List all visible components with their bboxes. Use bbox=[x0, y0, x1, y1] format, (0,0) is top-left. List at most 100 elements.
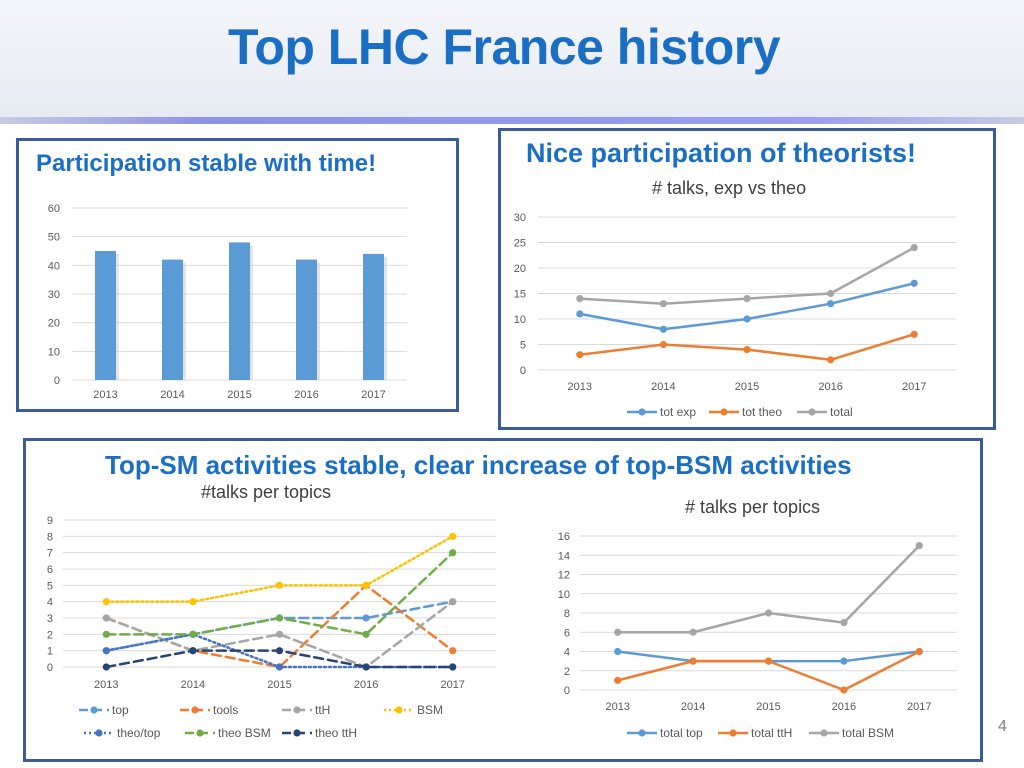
legend-label-tools: tools bbox=[213, 703, 238, 717]
data-point-total-tth bbox=[614, 676, 622, 684]
data-point-total bbox=[743, 295, 751, 303]
slide-title: Top LHC France history bbox=[227, 19, 781, 75]
page-number: 4 bbox=[998, 718, 1007, 735]
legend-marker-tth bbox=[293, 706, 301, 714]
topics-totals-chart-title: # talks per topics bbox=[685, 497, 821, 517]
data-point-tot-theo bbox=[827, 356, 835, 364]
participation-heading: Participation stable with time! bbox=[36, 150, 377, 177]
y-tick-label: 5 bbox=[520, 340, 526, 352]
data-point-tth bbox=[275, 630, 284, 638]
bar-2015 bbox=[229, 242, 250, 380]
legend-label-theo-top: theo/top bbox=[117, 726, 161, 740]
data-point-total bbox=[576, 295, 584, 303]
y-tick-label: 0 bbox=[54, 375, 60, 387]
data-point-total-top bbox=[840, 657, 848, 665]
y-tick-label: 10 bbox=[558, 589, 570, 601]
y-tick-label: 30 bbox=[514, 212, 526, 224]
legend-label-total: total bbox=[830, 405, 853, 419]
data-point-theo-bsm bbox=[449, 549, 457, 557]
y-tick-label: 60 bbox=[48, 203, 60, 215]
x-tick-label: 2015 bbox=[735, 381, 759, 393]
x-tick-label: 2016 bbox=[354, 679, 378, 691]
data-point-theo-tth bbox=[102, 663, 110, 671]
data-point-total-tth bbox=[689, 657, 697, 665]
legend-marker-total-bsm bbox=[820, 729, 828, 737]
y-tick-label: 16 bbox=[558, 531, 570, 543]
data-point-bsm bbox=[189, 598, 197, 606]
y-tick-label: 0 bbox=[47, 662, 53, 674]
data-point-total-bsm bbox=[689, 628, 697, 636]
y-tick-label: 20 bbox=[514, 263, 526, 275]
data-point-tot-exp bbox=[827, 300, 835, 308]
data-point-theo-bsm bbox=[189, 630, 197, 638]
data-point-tot-exp bbox=[743, 315, 751, 323]
legend-label-total-top: total top bbox=[660, 726, 703, 740]
x-tick-label: 2014 bbox=[160, 389, 184, 401]
legend-marker-theo-top bbox=[95, 729, 103, 737]
legend-label-total-bsm: total BSM bbox=[842, 726, 894, 740]
data-point-theo-bsm bbox=[362, 630, 370, 638]
legend-label-theo-tth: theo ttH bbox=[315, 726, 357, 740]
y-tick-label: 7 bbox=[47, 548, 53, 560]
legend-label-bsm: BSM bbox=[417, 703, 443, 717]
data-point-total-tth bbox=[915, 647, 923, 656]
data-point-bsm bbox=[362, 581, 370, 589]
bar-2017 bbox=[363, 253, 384, 380]
data-point-bsm bbox=[102, 598, 110, 606]
y-tick-label: 1 bbox=[47, 646, 53, 658]
data-point-theo-tth bbox=[449, 663, 457, 671]
data-point-total bbox=[659, 300, 668, 308]
series-line-total-bsm bbox=[616, 544, 921, 634]
y-tick-label: 2 bbox=[564, 666, 570, 678]
x-tick-label: 2015 bbox=[267, 679, 291, 691]
title-divider bbox=[0, 117, 1024, 124]
legend-marker-theo-bsm bbox=[196, 729, 204, 737]
theorists-panel bbox=[498, 128, 996, 430]
x-tick-label: 2013 bbox=[568, 381, 592, 393]
x-tick-label: 2016 bbox=[832, 701, 856, 713]
data-point-theo-bsm bbox=[102, 630, 110, 638]
legend-marker-top bbox=[90, 706, 98, 714]
data-point-tot-theo bbox=[576, 351, 584, 359]
topics-heading: Top-SM activities stable, clear increase… bbox=[105, 450, 852, 480]
y-tick-label: 0 bbox=[564, 685, 570, 697]
legend-marker-bsm bbox=[395, 706, 403, 714]
y-tick-label: 50 bbox=[48, 232, 60, 244]
exp-theo-chart-title: # talks, exp vs theo bbox=[652, 178, 807, 198]
data-point-total-top bbox=[614, 647, 622, 656]
y-tick-label: 4 bbox=[47, 597, 53, 609]
bar-2016 bbox=[296, 259, 317, 380]
data-point-total-bsm bbox=[764, 609, 773, 617]
data-point-theo-bsm bbox=[275, 614, 284, 622]
y-tick-label: 9 bbox=[47, 515, 53, 527]
y-tick-label: 3 bbox=[47, 613, 53, 625]
y-tick-label: 4 bbox=[564, 647, 570, 659]
data-point-tot-theo bbox=[659, 340, 668, 349]
legend-marker-theo-tth bbox=[293, 729, 301, 737]
data-point-theo-top bbox=[275, 663, 284, 671]
topics-chart-title: #talks per topics bbox=[201, 482, 332, 502]
legend-label-theo-bsm: theo BSM bbox=[218, 726, 271, 740]
legend-marker-total bbox=[808, 408, 816, 416]
data-point-bsm bbox=[275, 581, 284, 589]
x-tick-label: 2015 bbox=[227, 389, 251, 401]
data-point-tot-exp bbox=[910, 279, 918, 287]
x-tick-label: 2013 bbox=[605, 701, 629, 713]
x-tick-label: 2017 bbox=[440, 679, 464, 691]
data-point-total bbox=[910, 244, 918, 252]
y-tick-label: 8 bbox=[47, 531, 53, 543]
legend-marker-tot-exp bbox=[638, 408, 646, 416]
data-point-tools bbox=[449, 647, 457, 655]
x-tick-label: 2016 bbox=[818, 381, 842, 393]
y-tick-label: 6 bbox=[47, 564, 53, 576]
bar-2013 bbox=[95, 251, 116, 380]
y-tick-label: 0 bbox=[520, 365, 526, 377]
data-point-total-bsm bbox=[840, 619, 848, 627]
y-tick-label: 30 bbox=[48, 289, 60, 301]
data-point-tot-exp bbox=[659, 325, 668, 333]
theorists-heading: Nice participation of theorists! bbox=[526, 138, 917, 168]
y-tick-label: 12 bbox=[558, 570, 570, 582]
data-point-total-bsm bbox=[614, 628, 622, 636]
x-tick-label: 2013 bbox=[93, 389, 117, 401]
